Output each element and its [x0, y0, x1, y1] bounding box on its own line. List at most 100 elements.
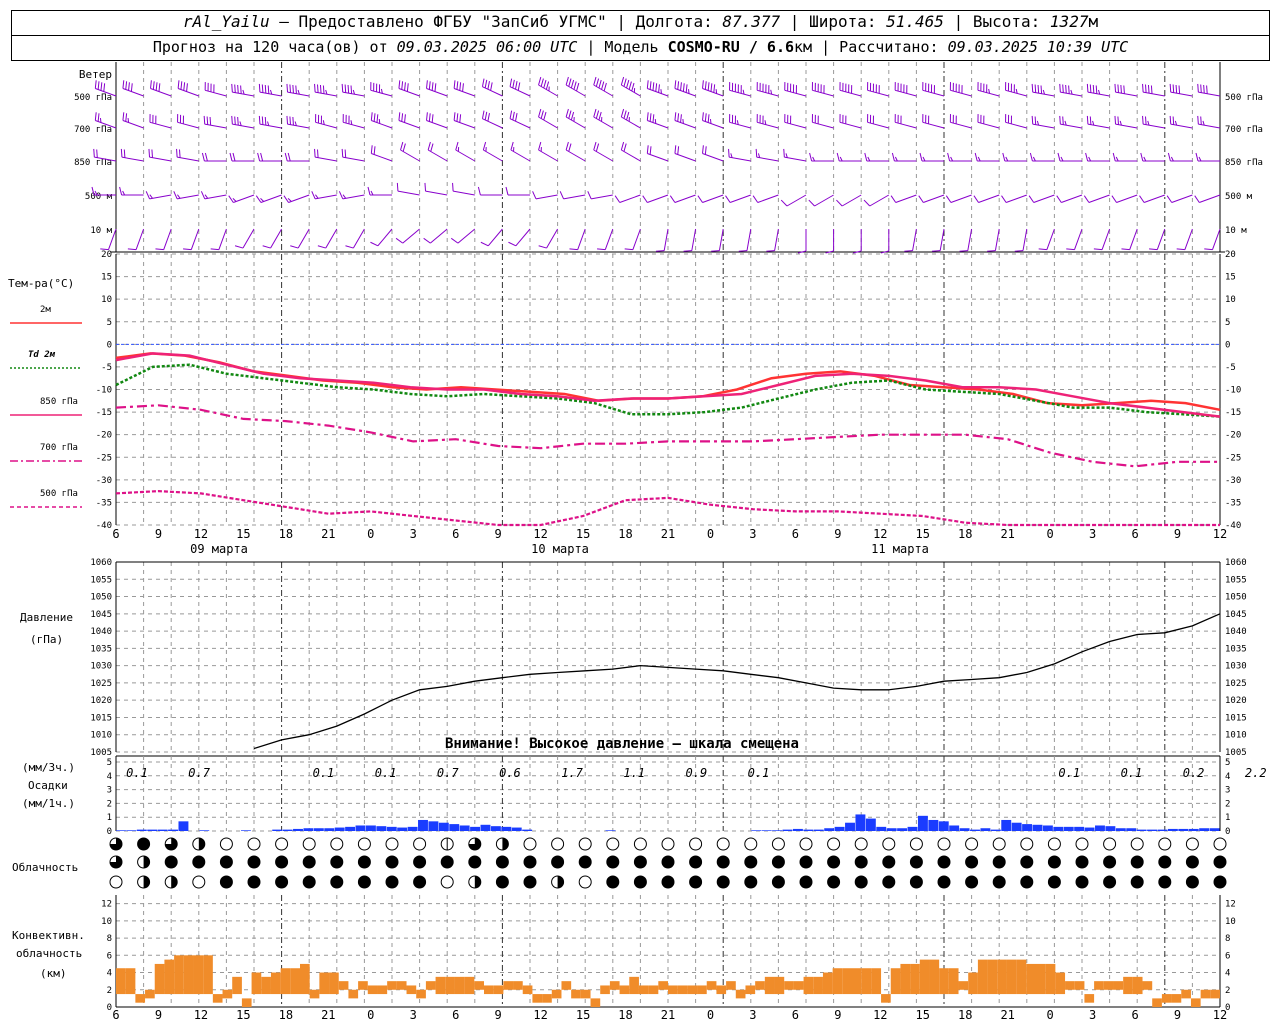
wind-barb-feather [232, 198, 237, 202]
wind-barb [218, 228, 227, 250]
cloud-cover-symbol [1047, 837, 1061, 851]
wind-barb [565, 116, 586, 129]
precip-3h-total: 2.2 [1245, 766, 1267, 780]
wind-barb [702, 153, 724, 162]
wind-barb [297, 228, 310, 249]
y-tick-label-left: 1005 [90, 748, 112, 758]
convective-cloud-bar [532, 994, 543, 1003]
y-tick-label-left: -20 [96, 431, 112, 441]
wind-barb [1005, 121, 1027, 129]
wind-barb-feather [515, 113, 518, 122]
y-tick-label-left: 0 [107, 1003, 112, 1013]
cloud-cover-symbol [413, 837, 427, 851]
wind-barb-feather [481, 78, 485, 87]
cloud-cover-fill [468, 856, 481, 868]
wind-barb-feather [319, 84, 322, 94]
wind-barb [784, 156, 807, 162]
wind-barb-feather [173, 191, 178, 200]
cloud-cover-symbol [275, 837, 289, 851]
wind-barb-feather [370, 145, 373, 154]
wind-barb-feather [286, 115, 289, 125]
wind-barb-feather [338, 191, 344, 200]
wind-barb [515, 228, 531, 247]
wind-barb [487, 228, 503, 247]
cloud-cover-fill [275, 876, 288, 888]
wind-barb-feather [680, 82, 682, 91]
y-tick-label-left: 12 [101, 900, 112, 910]
wind-barb [869, 194, 890, 207]
convective-cloud-bar [348, 989, 359, 999]
cloud-cover-fill [993, 856, 1006, 868]
y-tick-label-left: 8 [107, 934, 112, 944]
y-tick-label-right: -5 [1225, 363, 1236, 373]
wind-barb [994, 228, 1000, 251]
cloud-cover-fill [1048, 856, 1061, 868]
wind-barb-feather [1170, 156, 1174, 162]
wind-barb-feather [674, 145, 677, 154]
wind-barb-feather [481, 110, 485, 119]
wind-barb-feather [228, 195, 234, 203]
cloud-cover-fill [910, 856, 923, 868]
cloud-cover-fill [502, 838, 509, 850]
wind-barb-feather [593, 108, 597, 118]
hour-tick-label: 9 [1174, 1008, 1181, 1022]
wind-barb-feather [660, 89, 662, 94]
wind-barb-feather [378, 119, 381, 124]
wind-barb-feather [261, 84, 264, 93]
wind-barb-feather [1086, 83, 1089, 93]
wind-barb-feather [508, 241, 517, 247]
legend-label: 850 гПа [40, 397, 78, 407]
cloud-cover-symbol [109, 875, 123, 889]
wind-barb [593, 84, 614, 97]
wind-barb [663, 228, 669, 251]
wind-barb-feather [1064, 120, 1067, 126]
cloud-cover-fill [855, 856, 868, 868]
cloud-cover-symbol [882, 837, 896, 851]
wind-barb-feather [736, 120, 739, 125]
wind-barb-feather [94, 80, 97, 89]
cloud-cover-fill [827, 856, 840, 868]
wind-barb-feather [158, 83, 161, 92]
wind-barb-feather [1092, 84, 1095, 94]
cloud-cover-fill [557, 876, 564, 888]
wind-barb [509, 86, 531, 97]
wind-barb [1033, 194, 1055, 203]
y-tick-label-right: 12 [1225, 900, 1236, 910]
precip-bar [199, 830, 210, 831]
wind-barb-feather [725, 195, 731, 203]
lat-label: | Широта: [789, 12, 877, 31]
wind-barb-feather [646, 112, 649, 121]
convective-cloud-bar [513, 981, 523, 990]
hour-tick-label: 9 [155, 527, 162, 541]
wind-barb-feather [229, 152, 233, 162]
wind-barb-feather [456, 113, 459, 122]
cloud-cover-symbol [992, 837, 1006, 851]
wind-barb-feather [398, 80, 401, 89]
cloud-cover-fill [496, 876, 509, 888]
wind-barb-feather [367, 186, 371, 196]
wind-barb [150, 88, 172, 97]
y-tick-label-left: 1 [107, 813, 112, 823]
wind-barb-feather [1197, 83, 1199, 93]
wind-barb-feather [1092, 120, 1095, 126]
convective-cloud-bar [890, 968, 901, 995]
cloud-cover-fill [1103, 876, 1116, 888]
cloud-cover-fill [1076, 876, 1088, 888]
cloud-cover-fill [110, 838, 122, 850]
wind-barb [287, 123, 310, 129]
wind-barb-feather [947, 152, 951, 162]
wind-barb-feather [853, 250, 862, 254]
forecast-bar: Прогноз на 120 часа(ов) от 09.03.2025 06… [11, 35, 1270, 61]
precip-3h-total: 0.1 [748, 766, 770, 780]
wind-barb [1061, 194, 1083, 203]
y-tick-label-right: 0 [1225, 827, 1230, 837]
convective-cloud-bar [580, 989, 591, 999]
provider-text: — Предоставлено ФГБУ "ЗапСиб УГМС" [279, 12, 607, 31]
convective-cloud-bar [1161, 994, 1172, 1003]
convective-cloud-bar [1103, 981, 1114, 990]
temperature-series-line [115, 363, 1221, 418]
wind-barb-feather [345, 245, 354, 249]
wind-barb-feather [1121, 248, 1130, 251]
precip-3h-total: 0.2 [1183, 766, 1205, 780]
precip-bar [1209, 828, 1220, 831]
